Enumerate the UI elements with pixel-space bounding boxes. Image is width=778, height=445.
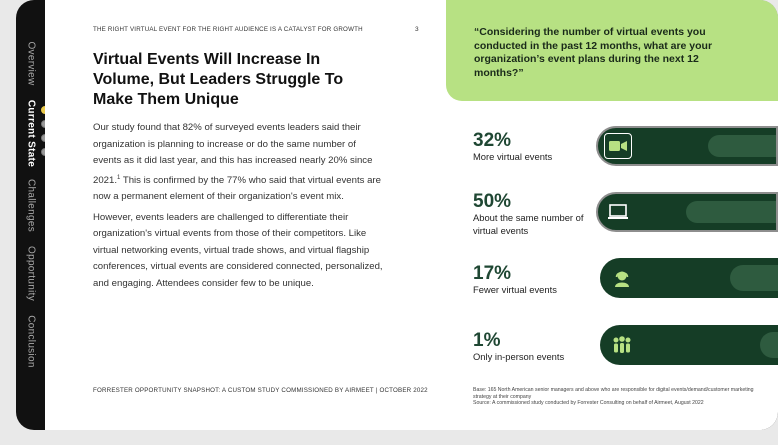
stat-label: About the same number of virtual events: [473, 212, 584, 236]
video-camera-icon: [604, 133, 632, 159]
stat-bar-fewer-virtual: [600, 258, 778, 298]
source-line: Source: A commissioned study conducted b…: [473, 400, 704, 406]
stat-label: More virtual events: [473, 151, 553, 162]
question-box: “Considering the number of virtual event…: [446, 0, 778, 101]
stat-bar-in-person: [600, 325, 778, 365]
page: THE RIGHT VIRTUAL EVENT FOR THE RIGHT AU…: [45, 0, 778, 430]
footer: FORRESTER OPPORTUNITY SNAPSHOT: A CUSTOM…: [93, 387, 428, 394]
base-line: Base: 165 North American senior managers…: [473, 387, 754, 400]
stat-value: 1%: [473, 330, 501, 351]
group-people-icon: [608, 332, 636, 358]
nav-item-overview[interactable]: Overview: [25, 41, 37, 86]
paragraph-1-text-end: This is confirmed by the 77% who said th…: [93, 174, 381, 203]
nav-item-challenges[interactable]: Challenges: [25, 178, 37, 233]
survey-question: “Considering the number of virtual event…: [474, 26, 713, 79]
paragraph-1-text: Our study found that 82% of surveyed eve…: [93, 122, 373, 186]
stat-value: 17%: [473, 263, 512, 284]
footnote-ref[interactable]: 1: [117, 174, 121, 181]
laptop-icon: [604, 199, 632, 225]
stat-value: 32%: [473, 130, 512, 151]
bar-track: [708, 135, 776, 157]
page-title: Virtual Events Will Increase In Volume, …: [93, 51, 344, 108]
headset-person-icon: [608, 265, 636, 291]
stat-label: Fewer virtual events: [473, 284, 557, 295]
stat-bar-same-number: [596, 192, 778, 232]
paragraph-2: However, events leaders are challenged t…: [93, 211, 383, 289]
stat-fewer-virtual: 17% Fewer virtual events: [473, 264, 557, 297]
document-frame: Overview Current State Challenges Opport…: [16, 0, 778, 430]
stat-same-number: 50% About the same number of virtual eve…: [473, 192, 593, 237]
stat-more-virtual: 32% More virtual events: [473, 131, 552, 164]
nav-item-opportunity[interactable]: Opportunity: [25, 246, 37, 301]
stat-label: Only in-person events: [473, 351, 565, 362]
section-nav: Overview Current State Challenges Opport…: [16, 0, 49, 430]
base-note: Base: 165 North American senior managers…: [473, 387, 763, 407]
running-head: THE RIGHT VIRTUAL EVENT FOR THE RIGHT AU…: [93, 26, 363, 33]
stat-value: 50%: [473, 191, 512, 212]
bar-track: [760, 332, 778, 358]
page-number: 3: [415, 26, 419, 33]
stat-bar-more-virtual: [596, 126, 778, 166]
bar-track: [686, 201, 776, 223]
stat-in-person: 1% Only in-person events: [473, 331, 564, 364]
paragraph-1: Our study found that 82% of surveyed eve…: [93, 120, 383, 206]
bar-track: [730, 265, 778, 291]
nav-item-current-state[interactable]: Current State: [25, 99, 37, 168]
body-text: Our study found that 82% of surveyed eve…: [93, 120, 383, 294]
nav-item-conclusion[interactable]: Conclusion: [25, 315, 37, 368]
